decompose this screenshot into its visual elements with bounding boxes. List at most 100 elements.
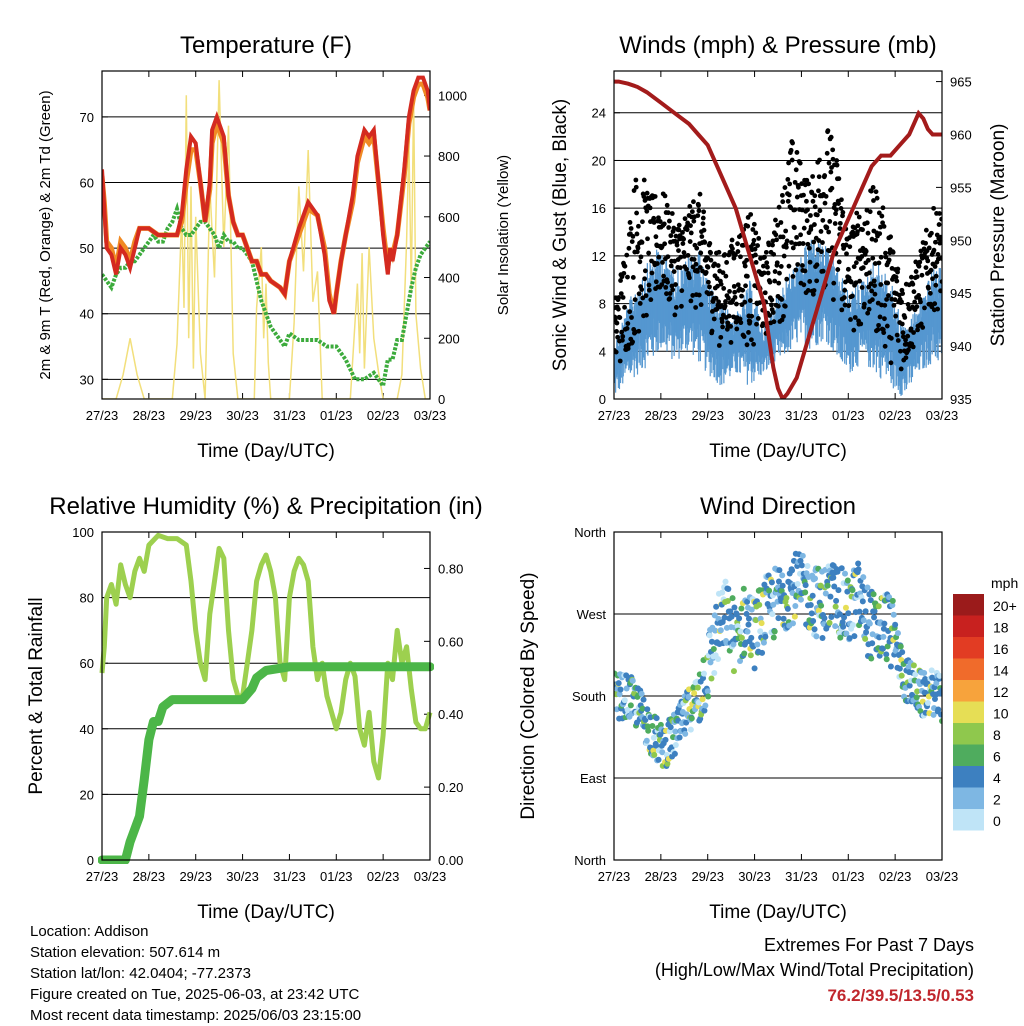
direction-point (808, 610, 815, 617)
direction-point (818, 602, 825, 609)
temperature-xtick-label: 30/23 (226, 408, 259, 423)
direction-point (841, 614, 848, 621)
direction-point (770, 634, 777, 641)
gust-point (872, 291, 878, 297)
gust-point (635, 245, 641, 251)
gust-point (860, 265, 866, 271)
gust-point (894, 332, 900, 338)
gust-point (891, 302, 897, 308)
gust-point (892, 297, 898, 303)
gust-point (711, 316, 717, 322)
gust-point (639, 287, 645, 292)
gust-point (662, 193, 668, 199)
humidity-ylabel: Percent & Total Rainfall (26, 597, 47, 794)
direction-point (708, 638, 715, 645)
gust-point (761, 263, 766, 269)
gust-point (760, 321, 766, 327)
gust-point (874, 195, 880, 201)
direction-point (667, 724, 674, 731)
gust-point (718, 281, 724, 287)
humidity-xtick-label: 03/23 (414, 869, 447, 884)
direction-point (744, 598, 751, 605)
gust-point (673, 233, 679, 239)
station-location: Location: Addison (30, 923, 149, 940)
gust-point (816, 188, 821, 194)
gust-point (624, 252, 630, 258)
gust-point (665, 254, 671, 260)
direction-point (797, 557, 804, 564)
gust-point (755, 316, 761, 321)
gust-point (804, 177, 810, 183)
gust-point (730, 246, 735, 252)
direction-point (699, 696, 706, 703)
gust-point (786, 192, 792, 198)
direction-point (804, 563, 811, 570)
winds-y2tick-label: 960 (950, 127, 972, 142)
winds-xtick-label: 29/23 (691, 408, 724, 423)
direction-point (894, 630, 901, 637)
gust-point (645, 236, 650, 242)
most-recent-timestamp: Most recent data timestamp: 2025/06/03 2… (30, 1007, 362, 1024)
humidity-ytick-label: 80 (80, 591, 94, 606)
direction-point (844, 577, 851, 584)
gust-point (877, 314, 883, 320)
winds-xtick-label: 30/23 (738, 408, 771, 423)
gust-point (757, 300, 763, 306)
gust-point (718, 334, 724, 340)
direction-point (813, 633, 820, 640)
gust-point (618, 278, 623, 283)
gust-point (741, 334, 747, 339)
temperature-ytick-label: 70 (80, 110, 94, 125)
gust-point (688, 230, 694, 236)
direction-point (930, 711, 937, 718)
winds-xtick-label: 28/23 (645, 408, 678, 423)
direction-point (897, 643, 904, 650)
gust-point (802, 268, 808, 274)
direction-point (883, 651, 890, 658)
gust-point (747, 298, 753, 303)
gust-point (785, 176, 791, 182)
gust-point (659, 282, 665, 288)
gust-point (789, 157, 795, 163)
direction-point (860, 617, 867, 624)
gust-point (720, 270, 726, 275)
gust-point (830, 147, 836, 153)
gust-point (912, 299, 918, 305)
gust-point (884, 297, 890, 302)
gust-point (620, 334, 626, 339)
direction-point (738, 634, 745, 641)
gust-point (886, 293, 891, 298)
direction-point (629, 677, 636, 684)
gust-point (750, 227, 756, 232)
direction-point (889, 602, 896, 609)
direction-point (775, 615, 782, 622)
direction-ytick-label: West (577, 607, 607, 622)
gust-point (849, 293, 855, 299)
gust-point (870, 185, 876, 190)
gust-point (614, 349, 619, 355)
gust-point (927, 290, 933, 296)
gust-point (707, 241, 713, 246)
humidity-xtick-label: 02/23 (367, 869, 400, 884)
gust-point (882, 316, 887, 322)
gust-point (653, 234, 659, 240)
gust-point (856, 214, 862, 220)
gust-point (787, 181, 793, 187)
gust-point (826, 160, 832, 166)
gust-point (627, 309, 633, 315)
direction-point (837, 634, 844, 641)
gust-point (842, 302, 848, 308)
gust-point (700, 221, 706, 227)
gust-point (879, 213, 885, 219)
gust-point (812, 193, 818, 199)
direction-point (871, 614, 878, 621)
direction-xtick-label: 01/23 (832, 869, 865, 884)
gust-point (633, 184, 639, 190)
gust-point (653, 279, 659, 285)
gust-point (916, 293, 922, 298)
gust-point (702, 240, 708, 245)
temperature-y2tick-label: 0 (438, 392, 445, 407)
direction-xtick-label: 02/23 (879, 869, 912, 884)
gust-point (732, 289, 738, 295)
direction-point (664, 760, 671, 767)
